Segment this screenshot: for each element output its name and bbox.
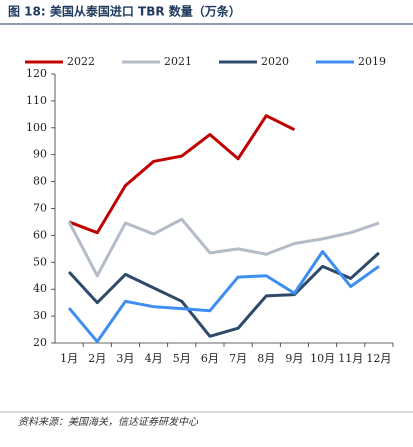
y-tick-label: 40	[33, 282, 47, 295]
y-tick-label: 100	[26, 121, 47, 134]
y-tick-label: 70	[33, 202, 47, 215]
legend-label: 2022	[67, 55, 95, 68]
x-tick-label: 4月	[145, 352, 163, 365]
series-line	[67, 250, 380, 344]
x-tick-label: 3月	[116, 352, 134, 365]
x-tick-label: 11月	[338, 352, 363, 365]
series-line	[67, 217, 380, 278]
y-tick-label: 110	[26, 94, 47, 107]
legend-label: 2020	[261, 55, 289, 68]
x-tick-label: 6月	[201, 352, 219, 365]
source: 资料来源：美国海关，信达证券研发中心	[18, 416, 199, 428]
x-tick-label: 10月	[310, 352, 335, 365]
series-line	[68, 114, 296, 235]
y-tick-label: 50	[33, 255, 47, 268]
x-tick-label: 8月	[257, 352, 275, 365]
chart-title: 图 18: 美国从泰国进口 TBR 数量（万条）	[8, 4, 241, 19]
y-tick-label: 30	[33, 309, 47, 322]
y-tick-label: 120	[26, 67, 47, 80]
series-line	[67, 251, 380, 338]
y-tick-label: 20	[33, 336, 47, 349]
legend-label: 2021	[164, 55, 192, 68]
x-tick-label: 2月	[88, 352, 106, 365]
x-tick-label: 12月	[366, 352, 391, 365]
x-tick-label: 9月	[285, 352, 303, 365]
x-tick-label: 1月	[60, 352, 78, 365]
y-tick-label: 60	[33, 228, 47, 241]
x-tick-label: 5月	[173, 352, 191, 365]
x-tick-label: 7月	[229, 352, 247, 365]
legend-label: 2019	[358, 55, 386, 68]
y-tick-label: 80	[33, 175, 47, 188]
y-tick-label: 90	[33, 148, 47, 161]
